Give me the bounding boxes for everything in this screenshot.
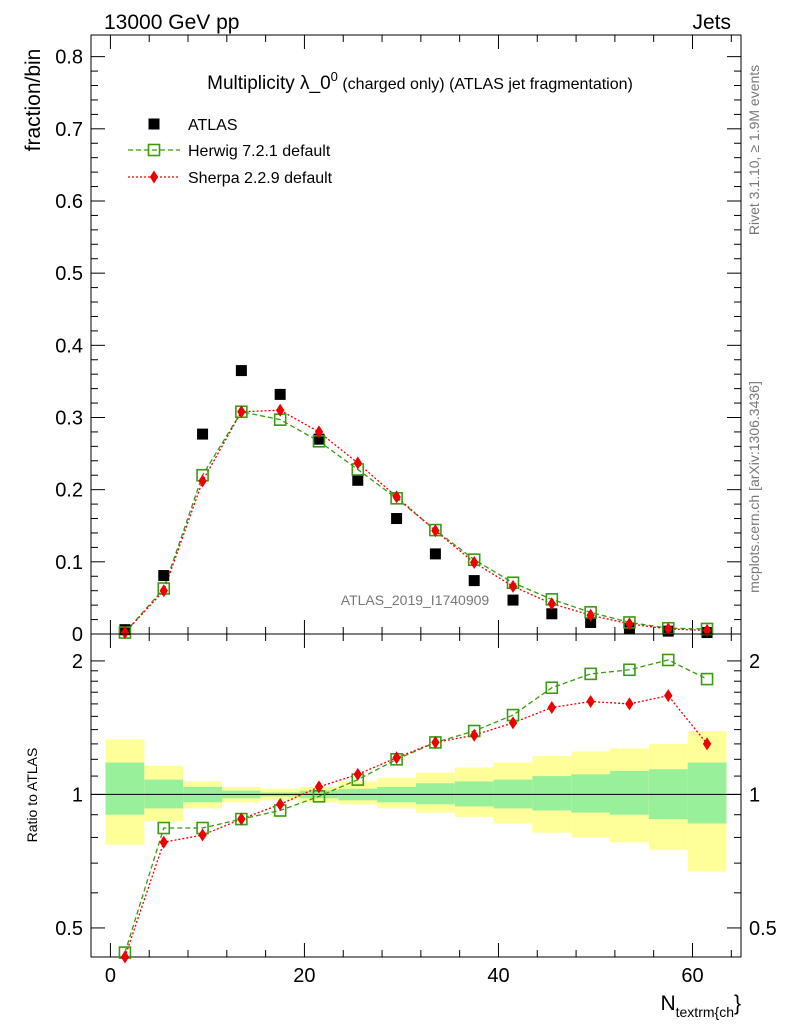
ratio-point-0	[623, 663, 636, 677]
legend-marker	[149, 170, 159, 184]
ratio-point-1	[275, 797, 285, 811]
data-point-2	[314, 425, 324, 439]
ratio-y-tick-label: 0.5	[55, 918, 83, 940]
data-point-2	[586, 608, 595, 622]
mcplots-label: mcplots.cern.ch [arXiv:1306.3436]	[746, 381, 762, 593]
data-point-2	[275, 403, 285, 417]
data-point-2	[547, 597, 557, 611]
series-line-2	[124, 409, 708, 633]
data-point-2	[664, 622, 673, 636]
data-point-2	[392, 490, 401, 504]
data-point-0	[585, 616, 597, 628]
ratio-point-1	[702, 737, 712, 751]
ratio-point-0	[700, 672, 714, 686]
y-tick-label: 0.4	[55, 335, 83, 357]
ratio-point-1	[625, 697, 634, 711]
uncertainty-band-inner	[454, 781, 494, 807]
data-point-2	[159, 584, 168, 598]
y-axis-label-upper: fraction/bin	[22, 49, 45, 152]
series-line-1	[124, 410, 708, 633]
y-tick-label: 0.1	[55, 552, 83, 574]
y-tick-label: 0.6	[55, 191, 83, 213]
data-point-0	[468, 575, 480, 587]
uncertainty-band-inner	[532, 776, 572, 811]
ratio-point-0	[661, 653, 675, 667]
ratio-point-1	[314, 780, 324, 794]
data-point-0	[546, 608, 558, 620]
rivet-version-label: Rivet 3.1.10, ≥ 1.9M events	[746, 65, 762, 235]
ratio-point-0	[584, 667, 597, 681]
upper-plot: 0 0.1 0.2 0.3 0.4 0.5 0.6 0.7 0.8 ATLAS_2019_I174…	[55, 34, 742, 957]
data-point-2	[625, 617, 634, 631]
data-point-0	[158, 570, 170, 582]
legend-label: ATLAS	[188, 117, 238, 134]
data-point-2	[353, 456, 362, 470]
uncertainty-band-inner	[687, 762, 727, 824]
data-point-2	[198, 474, 207, 488]
energy-label: 13000 GeV pp	[104, 11, 239, 34]
ratio-point-1	[431, 735, 440, 749]
y-tick-label: 0.3	[55, 407, 83, 429]
ratio-y-tick-label: 1	[72, 784, 83, 806]
jets-label: Jets	[692, 11, 731, 34]
y-axis-label-ratio: Ratio to ATLAS	[24, 748, 40, 843]
x-tick-label: 20	[293, 965, 315, 987]
data-point-0	[274, 388, 286, 400]
x-axis-label: Ntextrm{ch}	[660, 992, 741, 1020]
ratio-y-tick-label: 2	[72, 651, 83, 673]
data-point-0	[197, 428, 209, 440]
uncertainty-band-inner	[610, 770, 649, 815]
ratio-plot: 0 20 40 60 0.5 0.5 1 1 2 2	[55, 633, 777, 987]
x-tick-label: 60	[681, 965, 703, 987]
x-tick-label: 0	[105, 965, 116, 987]
uncertainty-band-inner	[416, 783, 455, 805]
legend-marker	[147, 143, 161, 157]
ratio-line-1	[124, 694, 708, 958]
data-point-0	[352, 474, 364, 486]
uncertainty-band-inner	[105, 762, 145, 815]
data-point-2	[120, 626, 130, 640]
uncertainty-band-inner	[571, 774, 611, 813]
data-point-2	[431, 524, 440, 538]
data-point-0	[507, 594, 519, 606]
ratio-point-1	[237, 812, 246, 826]
ratio-point-1	[470, 728, 479, 742]
data-point-2	[237, 405, 246, 419]
ratio-frame	[90, 633, 742, 958]
ratio-point-1	[159, 835, 168, 849]
plot-title: Multiplicity λ_00 (charged only) (ATLAS …	[207, 69, 633, 94]
legend-marker	[148, 118, 160, 130]
data-point-2	[470, 556, 479, 570]
ratio-point-1	[547, 701, 557, 715]
ratio-line-0	[124, 659, 708, 953]
ratio-point-1	[586, 695, 595, 709]
ratio-point-1	[392, 751, 401, 765]
data-point-0	[313, 433, 325, 445]
x-tick-label: 40	[487, 965, 509, 987]
data-point-0	[429, 548, 441, 560]
ratio-y-tick-label-right: 0.5	[749, 918, 777, 940]
y-tick-label: 0.5	[55, 263, 83, 285]
ratio-y-tick-label-right: 2	[749, 651, 760, 673]
ratio-point-1	[198, 828, 207, 842]
ratio-point-1	[664, 689, 673, 703]
legend-label: Sherpa 2.2.9 default	[188, 170, 333, 187]
y-tick-label: 0.2	[55, 480, 83, 502]
y-tick-label: 0.8	[55, 47, 83, 69]
data-point-0	[235, 365, 247, 377]
ratio-y-tick-label-right: 1	[749, 784, 760, 806]
ratio-point-1	[353, 767, 362, 781]
y-tick-label: 0.7	[55, 119, 83, 141]
ratio-point-0	[157, 821, 171, 835]
y-tick-label: 0	[72, 624, 83, 646]
ratio-point-1	[120, 950, 130, 964]
data-point-0	[391, 513, 403, 525]
legend-label: Herwig 7.2.1 default	[188, 143, 331, 160]
ratio-point-0	[545, 681, 559, 695]
ratio-point-1	[508, 716, 518, 730]
analysis-watermark: ATLAS_2019_I1740909	[341, 592, 490, 608]
data-point-2	[508, 579, 518, 593]
